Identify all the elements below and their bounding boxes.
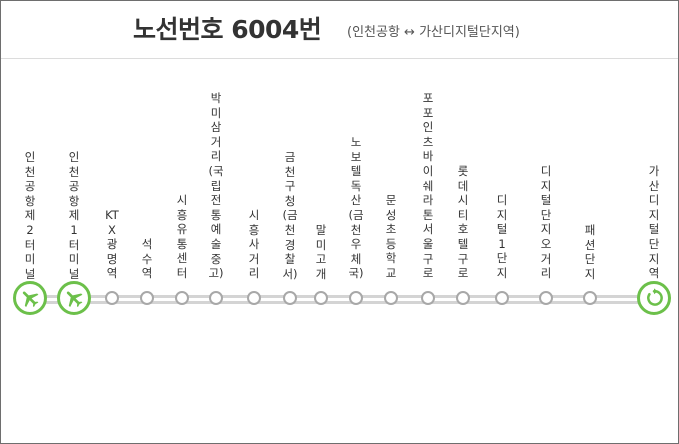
route-line-lower [21,301,661,304]
airplane-icon [63,287,85,309]
stop-marker-incheon-airport-t2[interactable] [13,281,47,315]
turnaround-icon [644,288,664,308]
route-direction: (인천공항 ↔ 가산디지털단지역) [347,25,520,40]
stop-marker-incheon-airport-t1[interactable] [57,281,91,315]
stop-label-digital-ogeori: 디지털단지오거리 [540,164,552,281]
stop-label-lotte-city-hotel: 롯데시티호텔구로 [457,164,469,281]
stop-marker-malmigogae[interactable] [314,291,328,305]
stop-marker-ktx-gwangmyeong[interactable] [105,291,119,305]
stop-marker-gasan-digital[interactable] [637,281,671,315]
stop-marker-lotte-city-hotel[interactable] [456,291,470,305]
stop-marker-seoksu[interactable] [140,291,154,305]
stop-label-siheung-sageori: 시흥사거리 [248,208,260,281]
route-diagram: 인천공항제2터미널 인천공항제1터미널 KTX광명역 석수역 시흥유통센터 박미삼거리(국… [1,59,678,443]
stop-marker-novotel-doksan[interactable] [349,291,363,305]
airplane-icon [19,287,41,309]
stop-label-ktx-gwangmyeong: KTX광명역 [105,208,119,281]
stop-label-gasan-digital: 가산디지털단지역 [648,164,660,281]
stop-label-incheon-airport-t1: 인천공항제1터미널 [68,150,80,281]
stop-label-novotel-doksan: 노보텔독산(금천우체국) [348,135,364,281]
stop-label-malmigogae: 말미고개 [315,223,327,281]
stop-label-incheon-airport-t2: 인천공항제2터미널 [24,150,36,281]
stop-marker-siheung-yutong[interactable] [175,291,189,305]
route-title: 노선번호 6004번 [133,15,322,44]
stop-label-geumcheon-gucheong: 금천구청(금천경찰서) [282,150,298,281]
stop-label-fashion-danji: 패션단지 [584,223,596,281]
stop-label-siheung-yutong: 시흥유통센터 [176,193,188,280]
route-line-upper [21,295,661,298]
route-header: 노선번호 6004번 (인천공항 ↔ 가산디지털단지역) [1,1,678,59]
stop-label-seoksu: 석수역 [141,237,153,281]
stop-marker-fashion-danji[interactable] [583,291,597,305]
stop-marker-siheung-sageori[interactable] [247,291,261,305]
stop-marker-digital-ogeori[interactable] [539,291,553,305]
stop-label-four-points: 포포인츠바이쉐라톤서울구로 [422,91,434,281]
stop-marker-four-points[interactable] [421,291,435,305]
stop-marker-digital-1danji[interactable] [495,291,509,305]
stop-marker-geumcheon-gucheong[interactable] [283,291,297,305]
stop-marker-munseong-elementary[interactable] [384,291,398,305]
stop-label-digital-1danji: 디지털1단지 [496,193,508,280]
stop-label-bakmisageori: 박미삼거리(국립전통예술중고) [208,91,224,281]
stop-label-munseong-elementary: 문성초등학교 [385,193,397,280]
stop-marker-bakmisageori[interactable] [209,291,223,305]
